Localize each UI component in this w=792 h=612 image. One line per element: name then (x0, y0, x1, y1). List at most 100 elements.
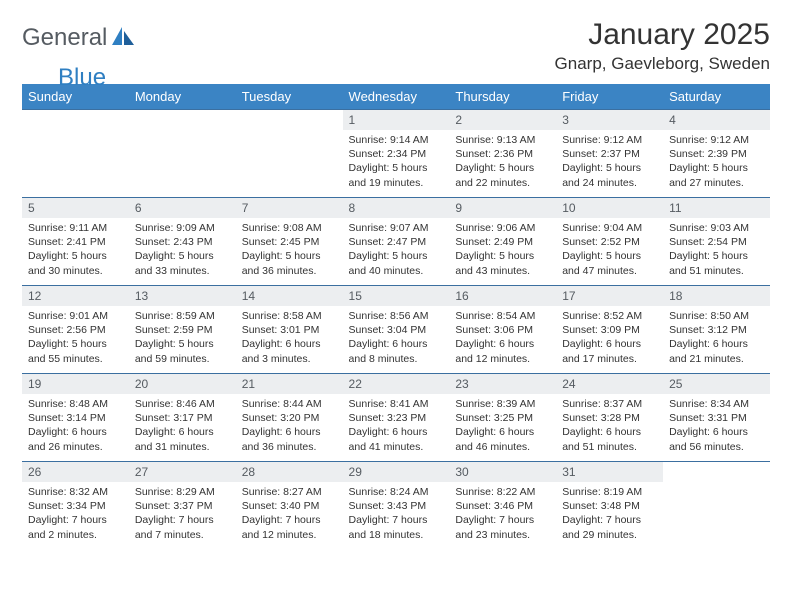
calendar-day-cell: 20Sunrise: 8:46 AMSunset: 3:17 PMDayligh… (129, 374, 236, 462)
header: General January 2025 Gnarp, Gaevleborg, … (22, 18, 770, 74)
calendar-day-cell: 18Sunrise: 8:50 AMSunset: 3:12 PMDayligh… (663, 286, 770, 374)
calendar-day-cell: 16Sunrise: 8:54 AMSunset: 3:06 PMDayligh… (449, 286, 556, 374)
day-number: 29 (343, 462, 450, 482)
day-info: Sunrise: 9:01 AMSunset: 2:56 PMDaylight:… (22, 306, 129, 370)
day-info: Sunrise: 8:48 AMSunset: 3:14 PMDaylight:… (22, 394, 129, 458)
weekday-header: Tuesday (236, 84, 343, 110)
calendar-day-cell: 19Sunrise: 8:48 AMSunset: 3:14 PMDayligh… (22, 374, 129, 462)
day-info: Sunrise: 8:27 AMSunset: 3:40 PMDaylight:… (236, 482, 343, 546)
calendar-week-row: 12Sunrise: 9:01 AMSunset: 2:56 PMDayligh… (22, 286, 770, 374)
calendar-day-cell: 29Sunrise: 8:24 AMSunset: 3:43 PMDayligh… (343, 462, 450, 550)
day-number: 30 (449, 462, 556, 482)
calendar-day-cell: 15Sunrise: 8:56 AMSunset: 3:04 PMDayligh… (343, 286, 450, 374)
day-info: Sunrise: 8:52 AMSunset: 3:09 PMDaylight:… (556, 306, 663, 370)
day-info: Sunrise: 9:12 AMSunset: 2:37 PMDaylight:… (556, 130, 663, 194)
day-number: 18 (663, 286, 770, 306)
day-info: Sunrise: 8:46 AMSunset: 3:17 PMDaylight:… (129, 394, 236, 458)
calendar-day-cell: 25Sunrise: 8:34 AMSunset: 3:31 PMDayligh… (663, 374, 770, 462)
day-info: Sunrise: 8:32 AMSunset: 3:34 PMDaylight:… (22, 482, 129, 546)
day-number: 16 (449, 286, 556, 306)
day-info: Sunrise: 9:08 AMSunset: 2:45 PMDaylight:… (236, 218, 343, 282)
day-number: 9 (449, 198, 556, 218)
location: Gnarp, Gaevleborg, Sweden (555, 54, 770, 74)
day-info: Sunrise: 8:39 AMSunset: 3:25 PMDaylight:… (449, 394, 556, 458)
calendar-day-cell: 30Sunrise: 8:22 AMSunset: 3:46 PMDayligh… (449, 462, 556, 550)
calendar-week-row: 19Sunrise: 8:48 AMSunset: 3:14 PMDayligh… (22, 374, 770, 462)
day-info: Sunrise: 8:44 AMSunset: 3:20 PMDaylight:… (236, 394, 343, 458)
calendar-day-cell: 3Sunrise: 9:12 AMSunset: 2:37 PMDaylight… (556, 110, 663, 198)
day-number: 25 (663, 374, 770, 394)
calendar-day-cell: 17Sunrise: 8:52 AMSunset: 3:09 PMDayligh… (556, 286, 663, 374)
day-number: 17 (556, 286, 663, 306)
day-number: 13 (129, 286, 236, 306)
day-number: 28 (236, 462, 343, 482)
calendar-week-row: ......1Sunrise: 9:14 AMSunset: 2:34 PMDa… (22, 110, 770, 198)
calendar-day-cell: 12Sunrise: 9:01 AMSunset: 2:56 PMDayligh… (22, 286, 129, 374)
day-info: Sunrise: 9:11 AMSunset: 2:41 PMDaylight:… (22, 218, 129, 282)
day-info: Sunrise: 8:59 AMSunset: 2:59 PMDaylight:… (129, 306, 236, 370)
day-info: Sunrise: 8:41 AMSunset: 3:23 PMDaylight:… (343, 394, 450, 458)
day-number: 5 (22, 198, 129, 218)
calendar-day-cell: 4Sunrise: 9:12 AMSunset: 2:39 PMDaylight… (663, 110, 770, 198)
calendar-day-cell: 5Sunrise: 9:11 AMSunset: 2:41 PMDaylight… (22, 198, 129, 286)
calendar-day-cell: 21Sunrise: 8:44 AMSunset: 3:20 PMDayligh… (236, 374, 343, 462)
calendar-week-row: 5Sunrise: 9:11 AMSunset: 2:41 PMDaylight… (22, 198, 770, 286)
calendar-day-cell: 1Sunrise: 9:14 AMSunset: 2:34 PMDaylight… (343, 110, 450, 198)
weekday-header: Monday (129, 84, 236, 110)
calendar-day-cell: 7Sunrise: 9:08 AMSunset: 2:45 PMDaylight… (236, 198, 343, 286)
day-number: 26 (22, 462, 129, 482)
day-number: 1 (343, 110, 450, 130)
calendar-day-cell: .. (236, 110, 343, 198)
calendar-table: Sunday Monday Tuesday Wednesday Thursday… (22, 84, 770, 550)
day-number: 31 (556, 462, 663, 482)
day-info: Sunrise: 8:34 AMSunset: 3:31 PMDaylight:… (663, 394, 770, 458)
weekday-header-row: Sunday Monday Tuesday Wednesday Thursday… (22, 84, 770, 110)
day-number: 6 (129, 198, 236, 218)
day-info: Sunrise: 8:54 AMSunset: 3:06 PMDaylight:… (449, 306, 556, 370)
day-number: 4 (663, 110, 770, 130)
day-number: 12 (22, 286, 129, 306)
day-info: Sunrise: 9:06 AMSunset: 2:49 PMDaylight:… (449, 218, 556, 282)
month-title: January 2025 (555, 18, 770, 52)
calendar-day-cell: 2Sunrise: 9:13 AMSunset: 2:36 PMDaylight… (449, 110, 556, 198)
day-number: 22 (343, 374, 450, 394)
calendar-day-cell: 22Sunrise: 8:41 AMSunset: 3:23 PMDayligh… (343, 374, 450, 462)
calendar-day-cell: .. (663, 462, 770, 550)
calendar-day-cell: .. (22, 110, 129, 198)
day-info: Sunrise: 8:29 AMSunset: 3:37 PMDaylight:… (129, 482, 236, 546)
calendar-day-cell: 10Sunrise: 9:04 AMSunset: 2:52 PMDayligh… (556, 198, 663, 286)
day-info: Sunrise: 8:24 AMSunset: 3:43 PMDaylight:… (343, 482, 450, 546)
calendar-day-cell: 23Sunrise: 8:39 AMSunset: 3:25 PMDayligh… (449, 374, 556, 462)
day-info: Sunrise: 9:09 AMSunset: 2:43 PMDaylight:… (129, 218, 236, 282)
calendar-day-cell: 27Sunrise: 8:29 AMSunset: 3:37 PMDayligh… (129, 462, 236, 550)
calendar-week-row: 26Sunrise: 8:32 AMSunset: 3:34 PMDayligh… (22, 462, 770, 550)
day-number: 19 (22, 374, 129, 394)
sail-icon (110, 25, 136, 52)
weekday-header: Saturday (663, 84, 770, 110)
day-number: 27 (129, 462, 236, 482)
day-number: 3 (556, 110, 663, 130)
day-number: 8 (343, 198, 450, 218)
weekday-header: Wednesday (343, 84, 450, 110)
calendar-day-cell: 13Sunrise: 8:59 AMSunset: 2:59 PMDayligh… (129, 286, 236, 374)
day-number: 24 (556, 374, 663, 394)
day-info: Sunrise: 8:37 AMSunset: 3:28 PMDaylight:… (556, 394, 663, 458)
day-info: Sunrise: 9:04 AMSunset: 2:52 PMDaylight:… (556, 218, 663, 282)
calendar-day-cell: 6Sunrise: 9:09 AMSunset: 2:43 PMDaylight… (129, 198, 236, 286)
day-number: 14 (236, 286, 343, 306)
day-number: 23 (449, 374, 556, 394)
day-info: Sunrise: 9:14 AMSunset: 2:34 PMDaylight:… (343, 130, 450, 194)
day-number: 11 (663, 198, 770, 218)
day-number: 15 (343, 286, 450, 306)
day-info: Sunrise: 8:19 AMSunset: 3:48 PMDaylight:… (556, 482, 663, 546)
logo-text-blue: Blue (58, 64, 106, 92)
weekday-header: Friday (556, 84, 663, 110)
calendar-day-cell: 11Sunrise: 9:03 AMSunset: 2:54 PMDayligh… (663, 198, 770, 286)
logo: General (22, 18, 138, 52)
weekday-header: Thursday (449, 84, 556, 110)
day-number: 21 (236, 374, 343, 394)
day-info: Sunrise: 8:58 AMSunset: 3:01 PMDaylight:… (236, 306, 343, 370)
calendar-day-cell: 31Sunrise: 8:19 AMSunset: 3:48 PMDayligh… (556, 462, 663, 550)
day-info: Sunrise: 9:07 AMSunset: 2:47 PMDaylight:… (343, 218, 450, 282)
calendar-day-cell: 9Sunrise: 9:06 AMSunset: 2:49 PMDaylight… (449, 198, 556, 286)
